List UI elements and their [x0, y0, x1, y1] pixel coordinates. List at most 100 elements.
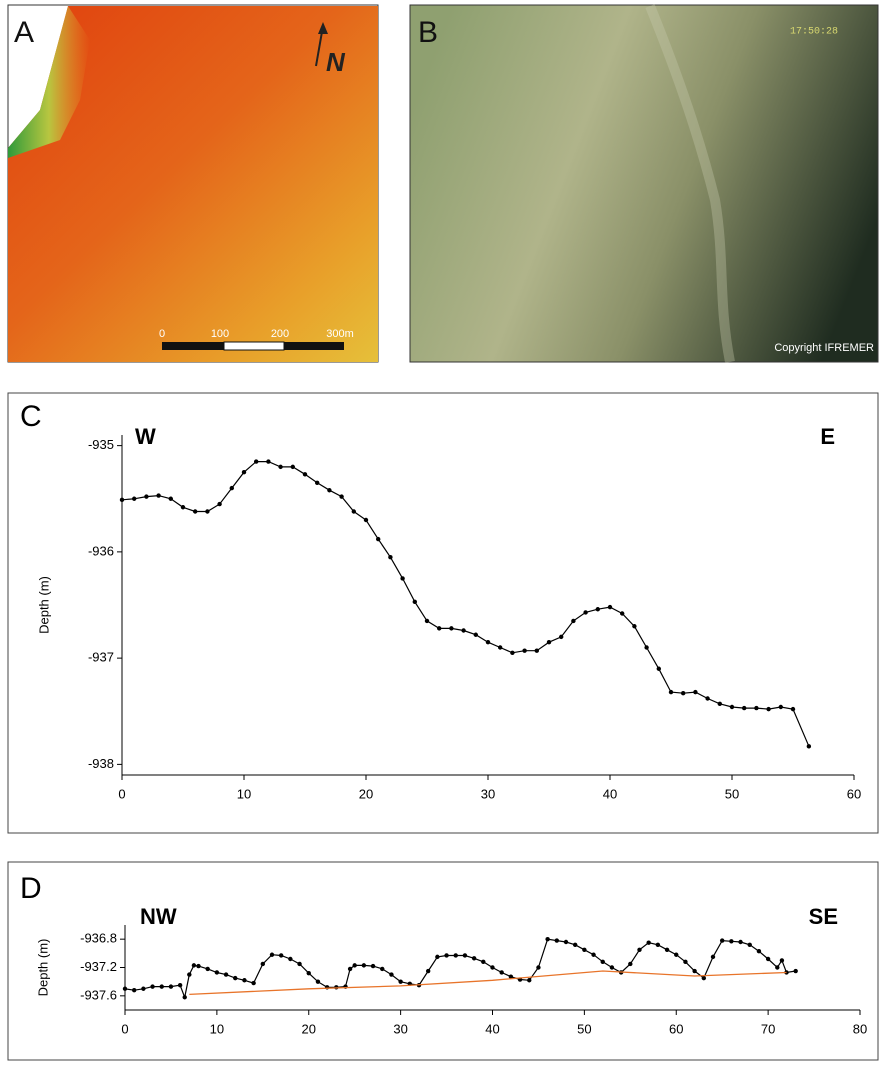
y-axis-label: Depth (m) — [36, 576, 51, 634]
data-point — [437, 626, 442, 631]
data-point — [266, 459, 271, 464]
data-point — [380, 966, 385, 972]
data-point — [644, 645, 649, 650]
data-point — [269, 952, 275, 957]
y-tick-label: -935 — [88, 437, 114, 452]
data-point — [545, 936, 550, 942]
data-point — [193, 509, 198, 514]
scale-label: 100 — [211, 328, 229, 340]
data-point — [775, 965, 780, 970]
x-tick-label: 70 — [761, 1021, 775, 1036]
panel-b: B 17:50:28 Copyright IFREMER — [409, 4, 879, 363]
data-point — [710, 954, 716, 960]
data-point — [655, 942, 661, 948]
data-point — [668, 689, 674, 695]
data-point — [583, 610, 588, 615]
data-point — [637, 947, 642, 952]
data-point — [177, 983, 183, 988]
data-point — [499, 970, 504, 975]
data-point — [779, 958, 785, 963]
data-point — [571, 618, 576, 624]
data-point — [217, 501, 222, 507]
data-point — [609, 965, 615, 970]
data-point — [352, 963, 357, 968]
data-point — [572, 942, 578, 948]
data-point — [376, 536, 381, 542]
data-point — [131, 987, 137, 993]
data-point — [705, 696, 710, 701]
data-point — [229, 485, 234, 491]
data-point — [628, 961, 633, 967]
data-point — [693, 689, 698, 695]
data-point — [490, 965, 495, 970]
data-point — [546, 639, 552, 645]
data-point — [778, 704, 783, 710]
data-point — [485, 639, 491, 645]
data-point — [481, 959, 486, 965]
x-tick-label: 10 — [237, 786, 251, 801]
data-point — [288, 956, 293, 962]
north-label: N — [326, 47, 346, 77]
y-tick-label: -937 — [88, 650, 114, 665]
scale-bar — [162, 342, 224, 350]
data-point — [473, 632, 478, 637]
data-point — [766, 706, 771, 712]
data-point — [122, 986, 128, 991]
data-point — [563, 939, 569, 945]
y-tick-label: -936 — [88, 543, 114, 558]
data-point — [315, 979, 321, 984]
panel-label: C — [20, 400, 42, 433]
data-point — [351, 509, 356, 514]
data-point — [424, 618, 430, 624]
data-point — [674, 952, 679, 957]
data-point — [793, 968, 798, 974]
data-point — [223, 972, 229, 977]
data-point — [444, 953, 449, 958]
data-point — [205, 966, 210, 972]
data-point — [412, 599, 417, 605]
data-point — [646, 940, 651, 945]
data-point — [756, 949, 762, 954]
photo-ridge — [645, 4, 735, 363]
data-point — [747, 942, 752, 948]
data-point — [187, 972, 192, 977]
data-point — [449, 626, 454, 631]
data-point — [251, 980, 256, 986]
data-point — [790, 706, 796, 712]
x-tick-label: 30 — [481, 786, 495, 801]
data-point — [361, 963, 367, 968]
scale-bar — [223, 341, 285, 351]
data-point — [168, 984, 174, 989]
scale-label: 300m — [326, 328, 354, 340]
terrain-edge — [8, 6, 90, 158]
x-tick-label: 40 — [485, 1021, 499, 1036]
data-point — [508, 974, 514, 979]
data-point — [701, 975, 707, 981]
data-point — [119, 497, 125, 503]
x-tick-label: 60 — [847, 786, 861, 801]
data-point — [180, 505, 186, 510]
y-axis-label: Depth (m) — [35, 939, 50, 997]
data-point — [729, 939, 734, 944]
data-point — [462, 953, 468, 958]
panel-label: A — [14, 16, 34, 49]
data-point — [806, 744, 812, 749]
scale-label: 200 — [271, 328, 289, 340]
data-point — [150, 984, 155, 989]
data-point — [233, 975, 238, 981]
data-point — [784, 970, 789, 975]
data-point — [471, 956, 477, 961]
data-point — [302, 472, 308, 477]
x-tick-label: 20 — [359, 786, 373, 801]
panel-a: A N 0 100 200 300m — [7, 4, 379, 363]
data-point — [559, 634, 564, 640]
data-point — [290, 464, 295, 470]
data-point — [595, 607, 600, 612]
x-tick-label: 50 — [577, 1021, 591, 1036]
data-point — [461, 628, 466, 633]
data-point — [370, 963, 376, 969]
data-point — [132, 496, 137, 501]
data-point — [591, 952, 596, 957]
data-point — [681, 690, 686, 696]
data-point — [717, 701, 722, 707]
